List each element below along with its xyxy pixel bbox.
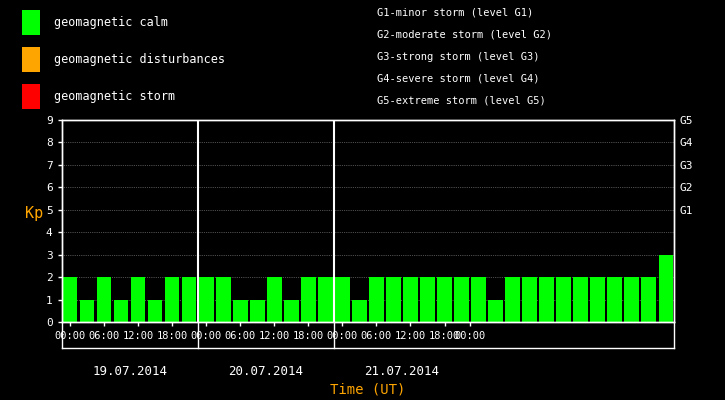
Bar — [489, 300, 503, 322]
Bar — [318, 277, 333, 322]
Bar — [114, 300, 128, 322]
Bar — [63, 277, 78, 322]
Bar — [437, 277, 452, 322]
Bar — [267, 277, 281, 322]
Text: 21.07.2014: 21.07.2014 — [365, 365, 439, 378]
Text: 19.07.2014: 19.07.2014 — [92, 365, 167, 378]
Bar — [22, 84, 40, 109]
Text: 20.07.2014: 20.07.2014 — [228, 365, 303, 378]
Text: geomagnetic disturbances: geomagnetic disturbances — [54, 53, 225, 66]
Bar — [471, 277, 486, 322]
Bar — [403, 277, 418, 322]
Bar — [250, 300, 265, 322]
Bar — [22, 10, 40, 35]
Bar — [455, 277, 469, 322]
Bar — [658, 255, 673, 322]
Bar — [624, 277, 639, 322]
Bar — [335, 277, 349, 322]
Y-axis label: Kp: Kp — [25, 206, 44, 221]
Text: G4-severe storm (level G4): G4-severe storm (level G4) — [377, 73, 539, 83]
Bar — [165, 277, 180, 322]
Bar — [148, 300, 162, 322]
Bar — [539, 277, 554, 322]
Text: Time (UT): Time (UT) — [331, 382, 405, 396]
Bar — [420, 277, 435, 322]
Bar — [369, 277, 384, 322]
Bar — [590, 277, 605, 322]
Text: G2-moderate storm (level G2): G2-moderate storm (level G2) — [377, 30, 552, 40]
Text: G5-extreme storm (level G5): G5-extreme storm (level G5) — [377, 95, 546, 105]
Text: G3-strong storm (level G3): G3-strong storm (level G3) — [377, 52, 539, 62]
Bar — [131, 277, 146, 322]
Bar — [216, 277, 231, 322]
Bar — [352, 300, 367, 322]
Bar — [642, 277, 656, 322]
Text: geomagnetic calm: geomagnetic calm — [54, 16, 168, 29]
Bar — [573, 277, 588, 322]
Bar — [22, 47, 40, 72]
Bar — [97, 277, 112, 322]
Text: G1-minor storm (level G1): G1-minor storm (level G1) — [377, 8, 534, 18]
Bar — [301, 277, 315, 322]
Bar — [233, 300, 247, 322]
Bar — [608, 277, 622, 322]
Bar — [284, 300, 299, 322]
Text: geomagnetic storm: geomagnetic storm — [54, 90, 175, 103]
Bar — [556, 277, 571, 322]
Bar — [199, 277, 213, 322]
Bar — [523, 277, 536, 322]
Bar — [80, 300, 94, 322]
Bar — [182, 277, 196, 322]
Bar — [386, 277, 401, 322]
Bar — [505, 277, 520, 322]
